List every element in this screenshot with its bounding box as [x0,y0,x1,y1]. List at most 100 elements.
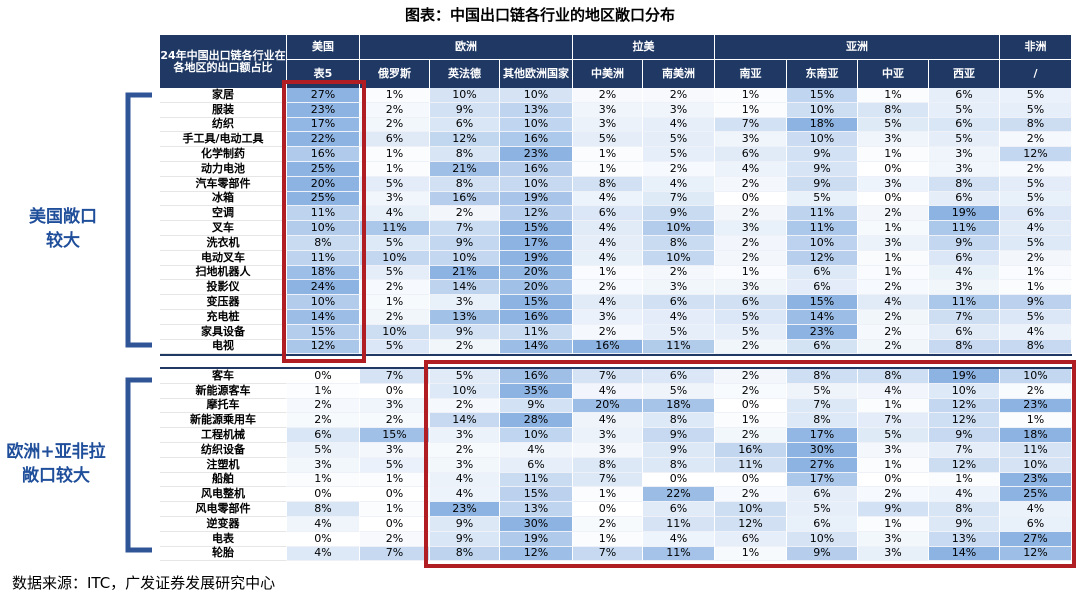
data-cell: 14% [787,310,858,325]
data-cell: 4% [858,295,929,310]
side-label-line: 敞口较大 [22,466,90,486]
data-cell: 5% [643,324,715,340]
data-cell: 6% [715,531,787,547]
data-cell: 11% [500,324,573,340]
data-cell: 22% [287,132,360,148]
data-cell: 3% [715,280,787,296]
data-cell: 8% [430,546,500,562]
data-cell: 7% [643,191,715,207]
data-cell: 10% [287,295,360,310]
data-cell: 1% [573,487,643,503]
data-cell: 5% [287,443,360,458]
sub-header: 西亚 [929,60,1000,88]
data-cell: 27% [287,88,360,103]
data-cell: 2% [430,339,500,355]
data-cell: 13% [500,502,573,517]
data-cell: 8% [430,147,500,162]
data-cell: 5% [1000,176,1072,192]
data-cell: 7% [573,546,643,562]
data-cell: 4% [573,413,643,429]
data-cell: 11% [360,221,430,236]
data-cell: 14% [500,339,573,355]
data-cell: 7% [573,369,643,384]
data-cell: 2% [715,383,787,399]
row-label: 新能源乘用车 [160,413,287,429]
data-cell: 3% [858,531,929,547]
data-cell: 6% [929,324,1000,340]
data-cell: 1% [929,472,1000,488]
data-cell: 1% [858,88,929,103]
title: 图表：中国出口链各行业的地区敞口分布 [404,6,675,24]
data-cell: 4% [643,310,715,325]
row-label: 客车 [160,369,287,384]
sub-header: 中美洲 [573,60,643,88]
data-cell: 13% [430,310,500,325]
data-cell: 4% [643,176,715,192]
data-cell: 4% [858,383,929,399]
data-cell: 11% [287,206,360,222]
data-cell: 1% [858,250,929,266]
data-cell: 4% [287,517,360,532]
data-cell: 12% [287,339,360,355]
data-cell: 6% [787,487,858,503]
data-cell: 5% [1000,88,1072,103]
data-cell: 5% [715,310,787,325]
data-cell: 6% [787,280,858,296]
data-cell: 3% [360,398,430,414]
corner-header: 24年中国出口链各行业在各地区的出口额占比 [160,35,287,88]
data-cell: 6% [787,265,858,281]
group-header: 亚洲 [715,35,1000,60]
data-cell: 5% [929,102,1000,118]
data-cell: 9% [643,428,715,443]
data-cell: 4% [573,236,643,251]
data-cell: 9% [643,206,715,222]
data-cell: 9% [430,324,500,340]
data-cell: 30% [500,517,573,532]
data-cell: 2% [715,428,787,443]
data-cell: 8% [573,176,643,192]
data-cell: 5% [1000,236,1072,251]
data-cell: 0% [360,487,430,503]
data-cell: 2% [715,339,787,355]
data-cell: 5% [715,324,787,340]
data-cell: 6% [929,117,1000,133]
data-cell: 4% [430,487,500,503]
data-cell: 10% [500,428,573,443]
data-cell: 1% [715,88,787,103]
data-cell: 6% [1000,206,1072,222]
row-label: 洗衣机 [160,236,287,251]
highlight-box [424,360,1076,568]
data-cell: 4% [287,546,360,562]
data-cell: 6% [787,517,858,532]
data-cell: 1% [360,472,430,488]
data-cell: 5% [643,147,715,162]
data-cell: 2% [1000,162,1072,177]
data-cell: 19% [929,206,1000,222]
data-cell: 3% [858,546,929,562]
data-cell: 3% [858,443,929,458]
data-cell: 3% [643,280,715,296]
data-cell: 2% [430,398,500,414]
data-cell: 5% [360,339,430,355]
data-cell: 19% [500,531,573,547]
data-cell: 8% [929,339,1000,355]
data-cell: 2% [360,310,430,325]
data-cell: 1% [858,398,929,414]
data-cell: 4% [643,117,715,133]
data-cell: 3% [929,147,1000,162]
data-cell: 2% [287,398,360,414]
data-cell: 16% [430,191,500,207]
data-cell: 16% [573,339,643,355]
data-cell: 8% [287,502,360,517]
data-cell: 0% [715,398,787,414]
data-cell: 4% [573,250,643,266]
data-cell: 5% [1000,310,1072,325]
data-cell: 10% [500,88,573,103]
data-cell: 21% [430,265,500,281]
data-cell: 2% [360,413,430,429]
data-cell: 12% [1000,147,1072,162]
section-gap [160,354,1072,357]
data-cell: 1% [573,147,643,162]
row-label: 轮胎 [160,546,287,562]
